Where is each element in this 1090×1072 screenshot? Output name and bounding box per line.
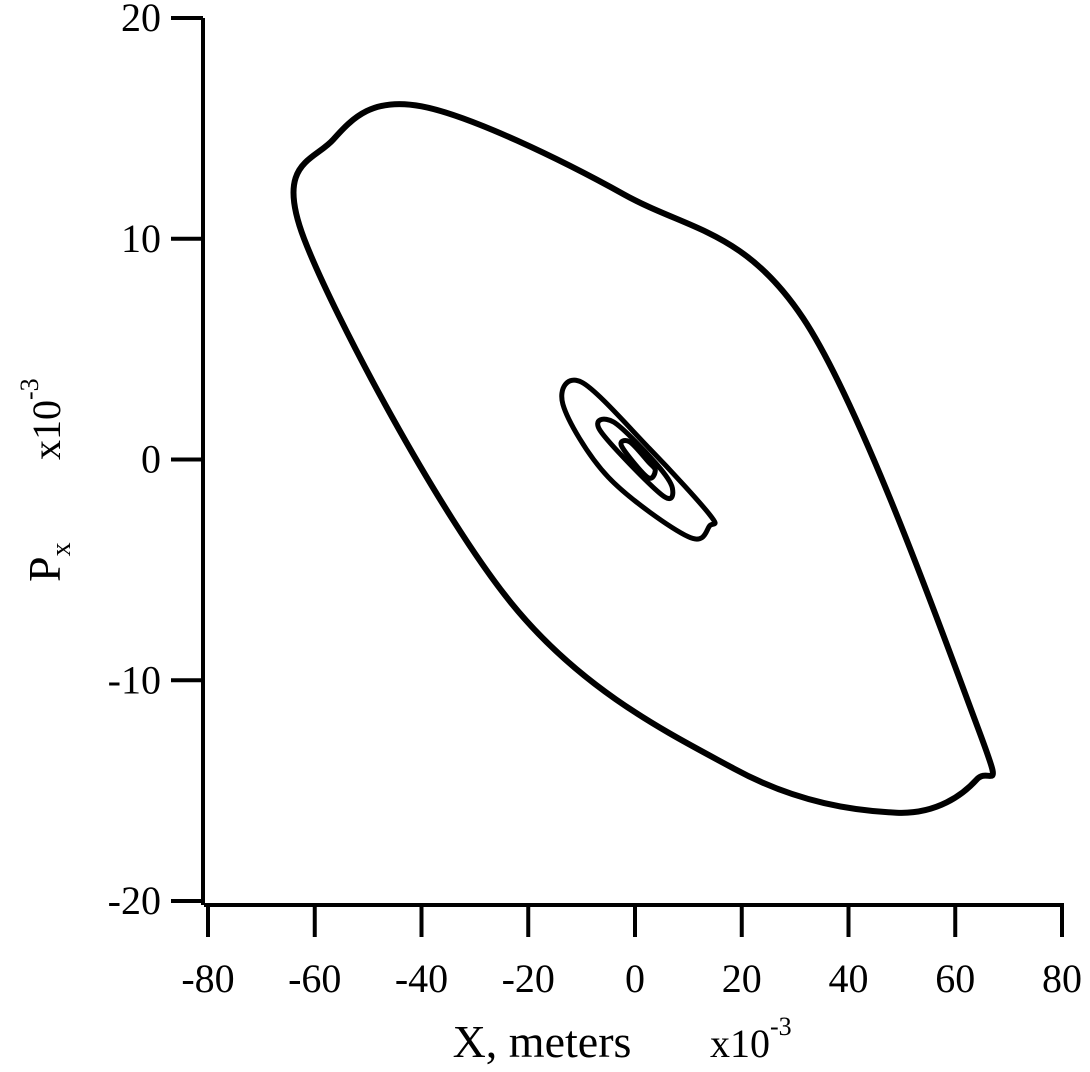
x-tick-label: 40 (829, 956, 869, 1001)
x-tick-label: 0 (625, 956, 645, 1001)
y-axis-title: Px (19, 542, 77, 582)
x-axis-title: X, meters (453, 1016, 632, 1067)
phase-ellipse-1 (290, 101, 996, 816)
x-tick-label: 60 (935, 956, 975, 1001)
x-tick-label: -60 (288, 956, 341, 1001)
x-axis-multiplier: x10-3 (710, 1012, 792, 1066)
ticks: -80 -60 -40 -20 0 20 40 60 80 20 10 0 -10 -20 (108, 0, 1082, 1001)
phase-ellipse-2 (559, 377, 718, 542)
y-axis-title-group: Px x10-3 (15, 378, 77, 582)
x-tick-label: -20 (502, 956, 555, 1001)
x-tick-label: -80 (181, 956, 234, 1001)
phase-ellipse-4 (618, 438, 658, 481)
y-tick-label: -10 (108, 657, 161, 702)
y-axis-multiplier: x10-3 (15, 378, 69, 460)
phase-ellipse-3 (595, 416, 676, 502)
x-tick-label: 20 (722, 956, 762, 1001)
y-tick-label: 20 (121, 0, 161, 40)
y-tick-label: -20 (108, 878, 161, 923)
curves (290, 101, 996, 816)
x-tick-label: -40 (395, 956, 448, 1001)
y-tick-label: 10 (121, 216, 161, 261)
x-tick-label: 80 (1042, 956, 1082, 1001)
y-tick-label: 0 (141, 437, 161, 482)
